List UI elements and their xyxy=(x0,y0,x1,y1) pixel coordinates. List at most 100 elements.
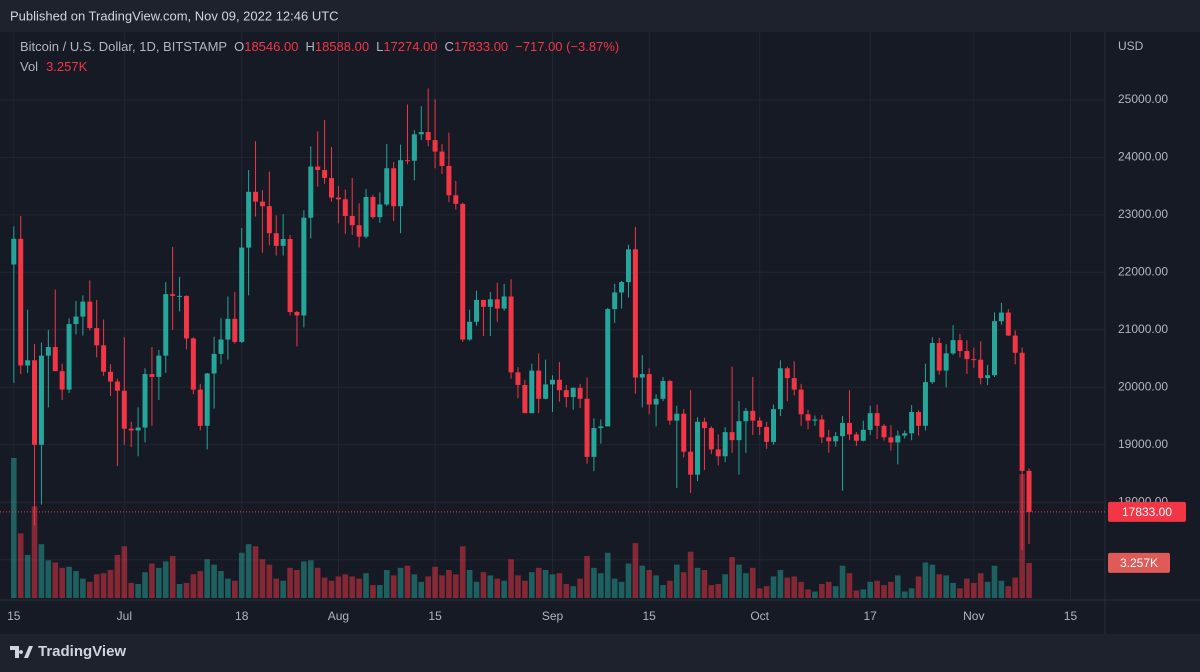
volume-bar xyxy=(425,576,431,598)
volume-bar xyxy=(901,591,908,598)
y-tick-label: 23000.00 xyxy=(1118,207,1168,221)
volume-bar xyxy=(798,581,804,598)
candle-body xyxy=(335,197,341,200)
candle-body xyxy=(52,347,58,372)
candle-body xyxy=(87,301,93,329)
candle-body xyxy=(543,384,549,399)
candle-body xyxy=(474,299,480,322)
candle-body xyxy=(902,433,908,436)
candle-body xyxy=(287,238,293,312)
candle-body xyxy=(460,203,466,340)
volume-bar xyxy=(667,580,673,598)
candle-body xyxy=(342,199,348,216)
volume-bar xyxy=(874,580,880,598)
x-tick-label: Sep xyxy=(542,609,564,623)
volume-bar xyxy=(197,571,204,598)
volume-bar xyxy=(397,567,404,598)
volume-bar xyxy=(363,573,369,598)
last-volume-tag xyxy=(1108,552,1170,573)
candle-body xyxy=(453,195,459,204)
volume-bar xyxy=(888,581,894,598)
candle-body xyxy=(701,421,707,429)
volume-bar xyxy=(970,582,977,598)
volume-bar xyxy=(494,578,501,598)
candle-body xyxy=(94,328,100,346)
candle-body xyxy=(80,301,86,317)
candle-body xyxy=(1026,470,1032,512)
volume-bar xyxy=(183,582,190,598)
candle-body xyxy=(356,225,362,237)
last-price-tag xyxy=(1108,501,1186,522)
candle-body xyxy=(446,165,452,196)
volume-bar xyxy=(715,584,722,598)
candle-body xyxy=(494,299,500,309)
volume-bar xyxy=(922,562,929,598)
volume-bar xyxy=(984,581,991,598)
plot-area xyxy=(0,32,1105,600)
candle-body xyxy=(170,294,176,296)
candle-body xyxy=(439,151,445,166)
volume-bar xyxy=(577,578,583,598)
volume-bar xyxy=(266,564,273,598)
candle-body xyxy=(874,413,880,426)
volume-bar xyxy=(439,575,445,598)
volume-value: 3.257K xyxy=(46,59,88,74)
candle-body xyxy=(764,426,770,442)
volume-bar xyxy=(639,565,646,598)
candle-body xyxy=(660,380,666,399)
volume-bar xyxy=(93,574,100,598)
candle-body xyxy=(370,196,376,218)
last-price-label: 17833.00 xyxy=(1122,505,1172,519)
volume-bar xyxy=(59,567,65,598)
candle-body xyxy=(598,426,604,429)
volume-bar xyxy=(687,551,694,598)
candle-body xyxy=(556,379,562,391)
candle-body xyxy=(715,449,721,457)
ohlc-value: 18588.00 xyxy=(315,39,369,54)
candle-body xyxy=(536,370,542,399)
volume-bar xyxy=(832,586,839,598)
candle-body xyxy=(812,419,818,421)
candle-body xyxy=(114,381,120,391)
volume-bar xyxy=(45,560,52,598)
volume-bar xyxy=(749,567,756,598)
candle-body xyxy=(121,390,127,429)
candle-body xyxy=(411,134,417,161)
volume-bar xyxy=(383,570,390,598)
ohlc-value: 17274.00 xyxy=(383,39,437,54)
candle-body xyxy=(853,434,859,441)
volume-bar xyxy=(432,566,438,598)
volume-bar xyxy=(501,580,507,598)
volume-bar xyxy=(895,575,901,598)
volume-bar xyxy=(342,574,349,598)
candle-body xyxy=(681,413,687,452)
candle-body xyxy=(1019,352,1025,471)
candle-body xyxy=(964,351,970,360)
volume-bar xyxy=(611,578,618,598)
candle-body xyxy=(204,373,210,426)
volume-bar xyxy=(929,564,936,598)
volume-bar xyxy=(114,554,121,598)
candle-body xyxy=(66,324,72,390)
volume-bar xyxy=(646,570,652,598)
volume-bar xyxy=(660,585,666,598)
candle-body xyxy=(667,380,673,421)
volume-bar xyxy=(121,546,128,598)
volume-bar xyxy=(632,543,639,598)
volume-bar xyxy=(729,557,735,598)
volume-bar xyxy=(73,571,79,598)
candle-body xyxy=(218,339,224,354)
x-tick-label: 18 xyxy=(235,609,249,623)
candle-body xyxy=(736,421,742,441)
volume-bar xyxy=(1012,577,1019,598)
volume-bar xyxy=(149,563,155,598)
candle-body xyxy=(377,204,383,218)
volume-bar xyxy=(446,570,452,598)
volume-bar xyxy=(31,506,38,598)
volume-bar xyxy=(301,561,307,598)
candle-body xyxy=(487,299,493,307)
volume-bar xyxy=(563,584,570,598)
volume-bar xyxy=(245,544,252,598)
candle-body xyxy=(950,340,956,354)
candle-body xyxy=(239,247,245,342)
